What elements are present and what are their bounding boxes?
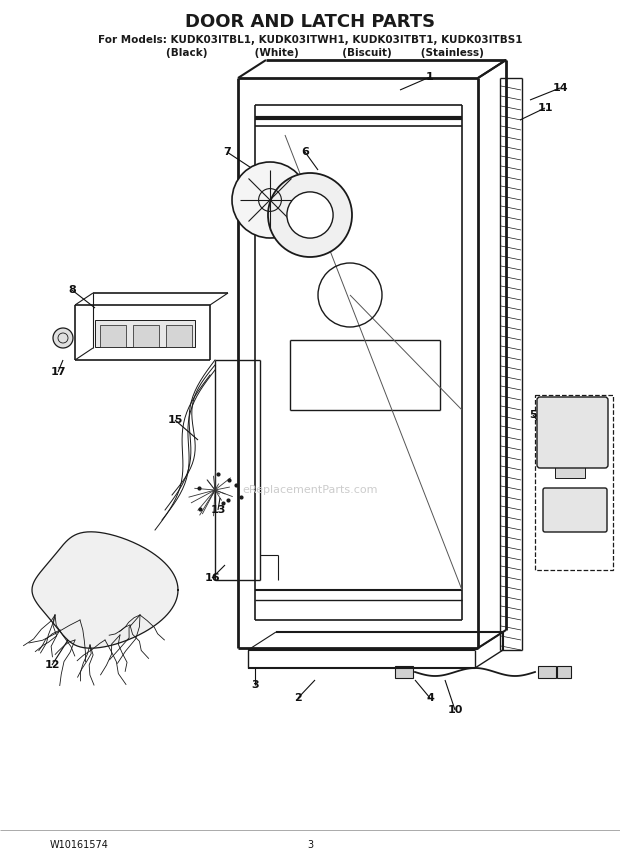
Circle shape [268, 173, 352, 257]
Text: 6: 6 [301, 147, 309, 157]
FancyBboxPatch shape [543, 488, 607, 532]
Text: 3: 3 [307, 840, 313, 850]
Circle shape [53, 328, 73, 348]
Text: 13: 13 [210, 505, 226, 515]
Text: 12: 12 [44, 660, 60, 670]
Text: For Models: KUDK03ITBL1, KUDK03ITWH1, KUDK03ITBT1, KUDK03ITBS1: For Models: KUDK03ITBL1, KUDK03ITWH1, KU… [98, 35, 522, 45]
Bar [166, 325, 192, 347]
Text: W10161574: W10161574 [50, 840, 109, 850]
Text: 3: 3 [251, 680, 259, 690]
Text: 17: 17 [50, 367, 66, 377]
Text: DOOR AND LATCH PARTS: DOOR AND LATCH PARTS [185, 13, 435, 31]
Text: 14: 14 [552, 83, 568, 93]
Text: 4: 4 [426, 693, 434, 703]
Text: 7: 7 [223, 147, 231, 157]
Circle shape [232, 162, 308, 238]
Bar [557, 666, 571, 678]
Text: 15: 15 [167, 415, 183, 425]
Bar [133, 325, 159, 347]
Text: 5: 5 [529, 410, 537, 420]
Bar [95, 320, 195, 347]
Polygon shape [32, 532, 178, 648]
Text: 1: 1 [426, 72, 434, 82]
Text: 2: 2 [294, 693, 302, 703]
Text: 16: 16 [204, 573, 220, 583]
Text: 11: 11 [538, 103, 553, 113]
Bar [395, 666, 413, 678]
Text: 10: 10 [447, 705, 463, 715]
Bar [538, 666, 556, 678]
Circle shape [287, 192, 333, 238]
Text: 9: 9 [592, 440, 600, 450]
Bar [535, 395, 613, 570]
Bar [100, 325, 126, 347]
Text: eReplacementParts.com: eReplacementParts.com [242, 485, 378, 495]
Text: 8: 8 [68, 285, 76, 295]
FancyBboxPatch shape [537, 397, 608, 468]
Text: (Black)             (White)            (Biscuit)        (Stainless): (Black) (White) (Biscuit) (Stainless) [136, 48, 484, 58]
Bar [555, 463, 585, 478]
